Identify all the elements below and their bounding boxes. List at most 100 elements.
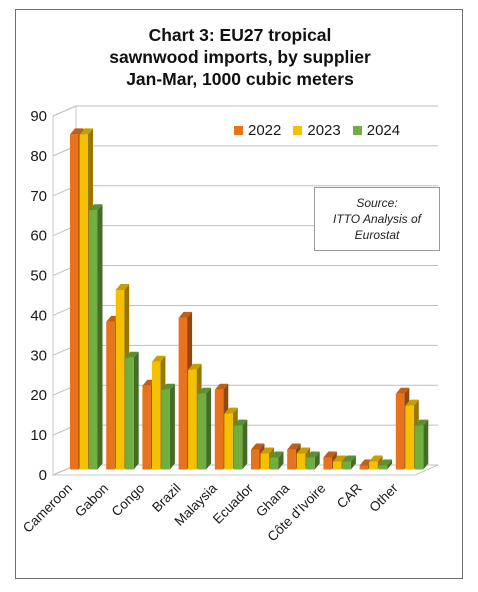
bar-2024-car [378,459,393,470]
bar-top [178,311,193,318]
bar-top [378,459,393,466]
legend-swatch-2024 [352,126,362,135]
bar-front [188,369,197,470]
bar-top [395,387,410,394]
y-tick-label: 20 [30,387,47,404]
bar-front [332,461,342,470]
bar-front [342,461,351,470]
chart-bars [70,128,429,470]
bar-top [369,455,383,462]
bar-side [350,455,356,470]
y-tick-label: 80 [30,148,47,165]
y-tick-label: 10 [30,427,47,444]
bar-top [151,355,166,362]
chart-title-line-3: Jan-Mar, 1000 cubic meters [126,69,354,89]
bar-front [270,457,279,470]
bar-front [125,357,134,470]
bar-top [233,419,248,426]
bar-side [206,387,212,470]
source-note: Source: ITTO Analysis of Eurostat [314,187,440,251]
bar-top [214,383,229,390]
bar-front [115,290,125,470]
legend-item-2022: 2022 [234,122,281,139]
bar-front [287,449,296,470]
bar-front [359,465,369,470]
bar-front [197,393,207,470]
bar-top [323,451,337,458]
x-tick-label-other: Other [366,480,401,515]
legend-label-2024: 2024 [366,122,401,139]
bar-top [224,407,238,414]
bar-2024-gabon [125,351,139,470]
chart-title-line-1: Chart 3: EU27 tropical [148,25,332,45]
bar-2024-ecuador [270,451,284,470]
chart-legend: 2022 2023 2024 [234,122,400,139]
source-line-2: ITTO Analysis of [332,212,422,226]
bar-side [242,419,248,470]
bar-top [260,447,274,454]
legend-item-2024: 2024 [352,122,401,139]
legend-label-2022: 2022 [248,122,282,139]
bar-front [323,457,332,470]
x-tick-label-car: CAR [334,480,365,511]
chart-title: Chart 3: EU27 tropical sawnwood imports,… [16,24,464,90]
x-tick-label-congo: Congo [109,481,148,520]
bar-top [125,351,139,358]
y-tick-label: 70 [30,188,47,205]
y-axis-ticks: 0 10 20 30 40 50 60 70 80 90 [30,108,47,484]
bar-2024-cameroon [89,204,103,470]
bar-top [251,443,265,450]
legend-label-2023: 2023 [307,122,341,139]
y-tick-label: 40 [30,307,47,324]
bar-top [161,383,175,390]
x-tick-label-ecuador: Ecuador [210,480,257,527]
bar-top [89,204,103,211]
bar-top [414,419,429,426]
bar-front [369,461,378,470]
legend-item-2023: 2023 [293,122,341,139]
bar-front [142,385,151,470]
bar-2024-malaysia [233,419,248,470]
legend-swatch-2023 [293,126,303,135]
bar-front [79,134,88,470]
bar-top [332,455,347,462]
bar-front [151,361,161,470]
bar-top [405,399,419,406]
bar-front [251,449,260,470]
bar-side [278,451,284,470]
bar-side [423,419,429,470]
bar-top [342,455,356,462]
bar-top [188,363,202,370]
x-tick-label-cameroon: Cameroon [20,481,75,536]
y-tick-label: 60 [30,228,47,245]
bar-front [89,210,98,470]
bar-front [70,134,79,470]
bar-front [296,453,306,470]
y-tick-label: 30 [30,347,47,364]
legend-swatch-2022 [234,126,243,135]
source-line-3: Eurostat [354,228,400,242]
bar-side [97,204,103,470]
bar-front [178,317,188,470]
bar-2024-brazil [197,387,212,470]
y-tick-label: 50 [30,268,47,285]
bar-side [133,351,139,470]
bar-front [306,457,315,470]
bar-top [79,128,93,135]
bar-front [395,393,405,470]
bar-front [260,453,269,470]
bar-2024-c-te-d-ivoire [342,455,356,470]
y-tick-label: 0 [39,467,47,484]
chart-frame: Chart 3: EU27 tropical sawnwood imports,… [15,9,463,579]
bar-front [161,389,170,470]
gridline-side [52,105,77,117]
bar-top [197,387,212,394]
bar-top [115,284,130,290]
bar-front [378,465,388,470]
bar-2024-ghana [306,451,320,470]
bar-front [214,389,224,470]
x-tick-label-gabon: Gabon [72,481,111,520]
bar-front [233,425,243,470]
bar-2024-other [414,419,429,470]
